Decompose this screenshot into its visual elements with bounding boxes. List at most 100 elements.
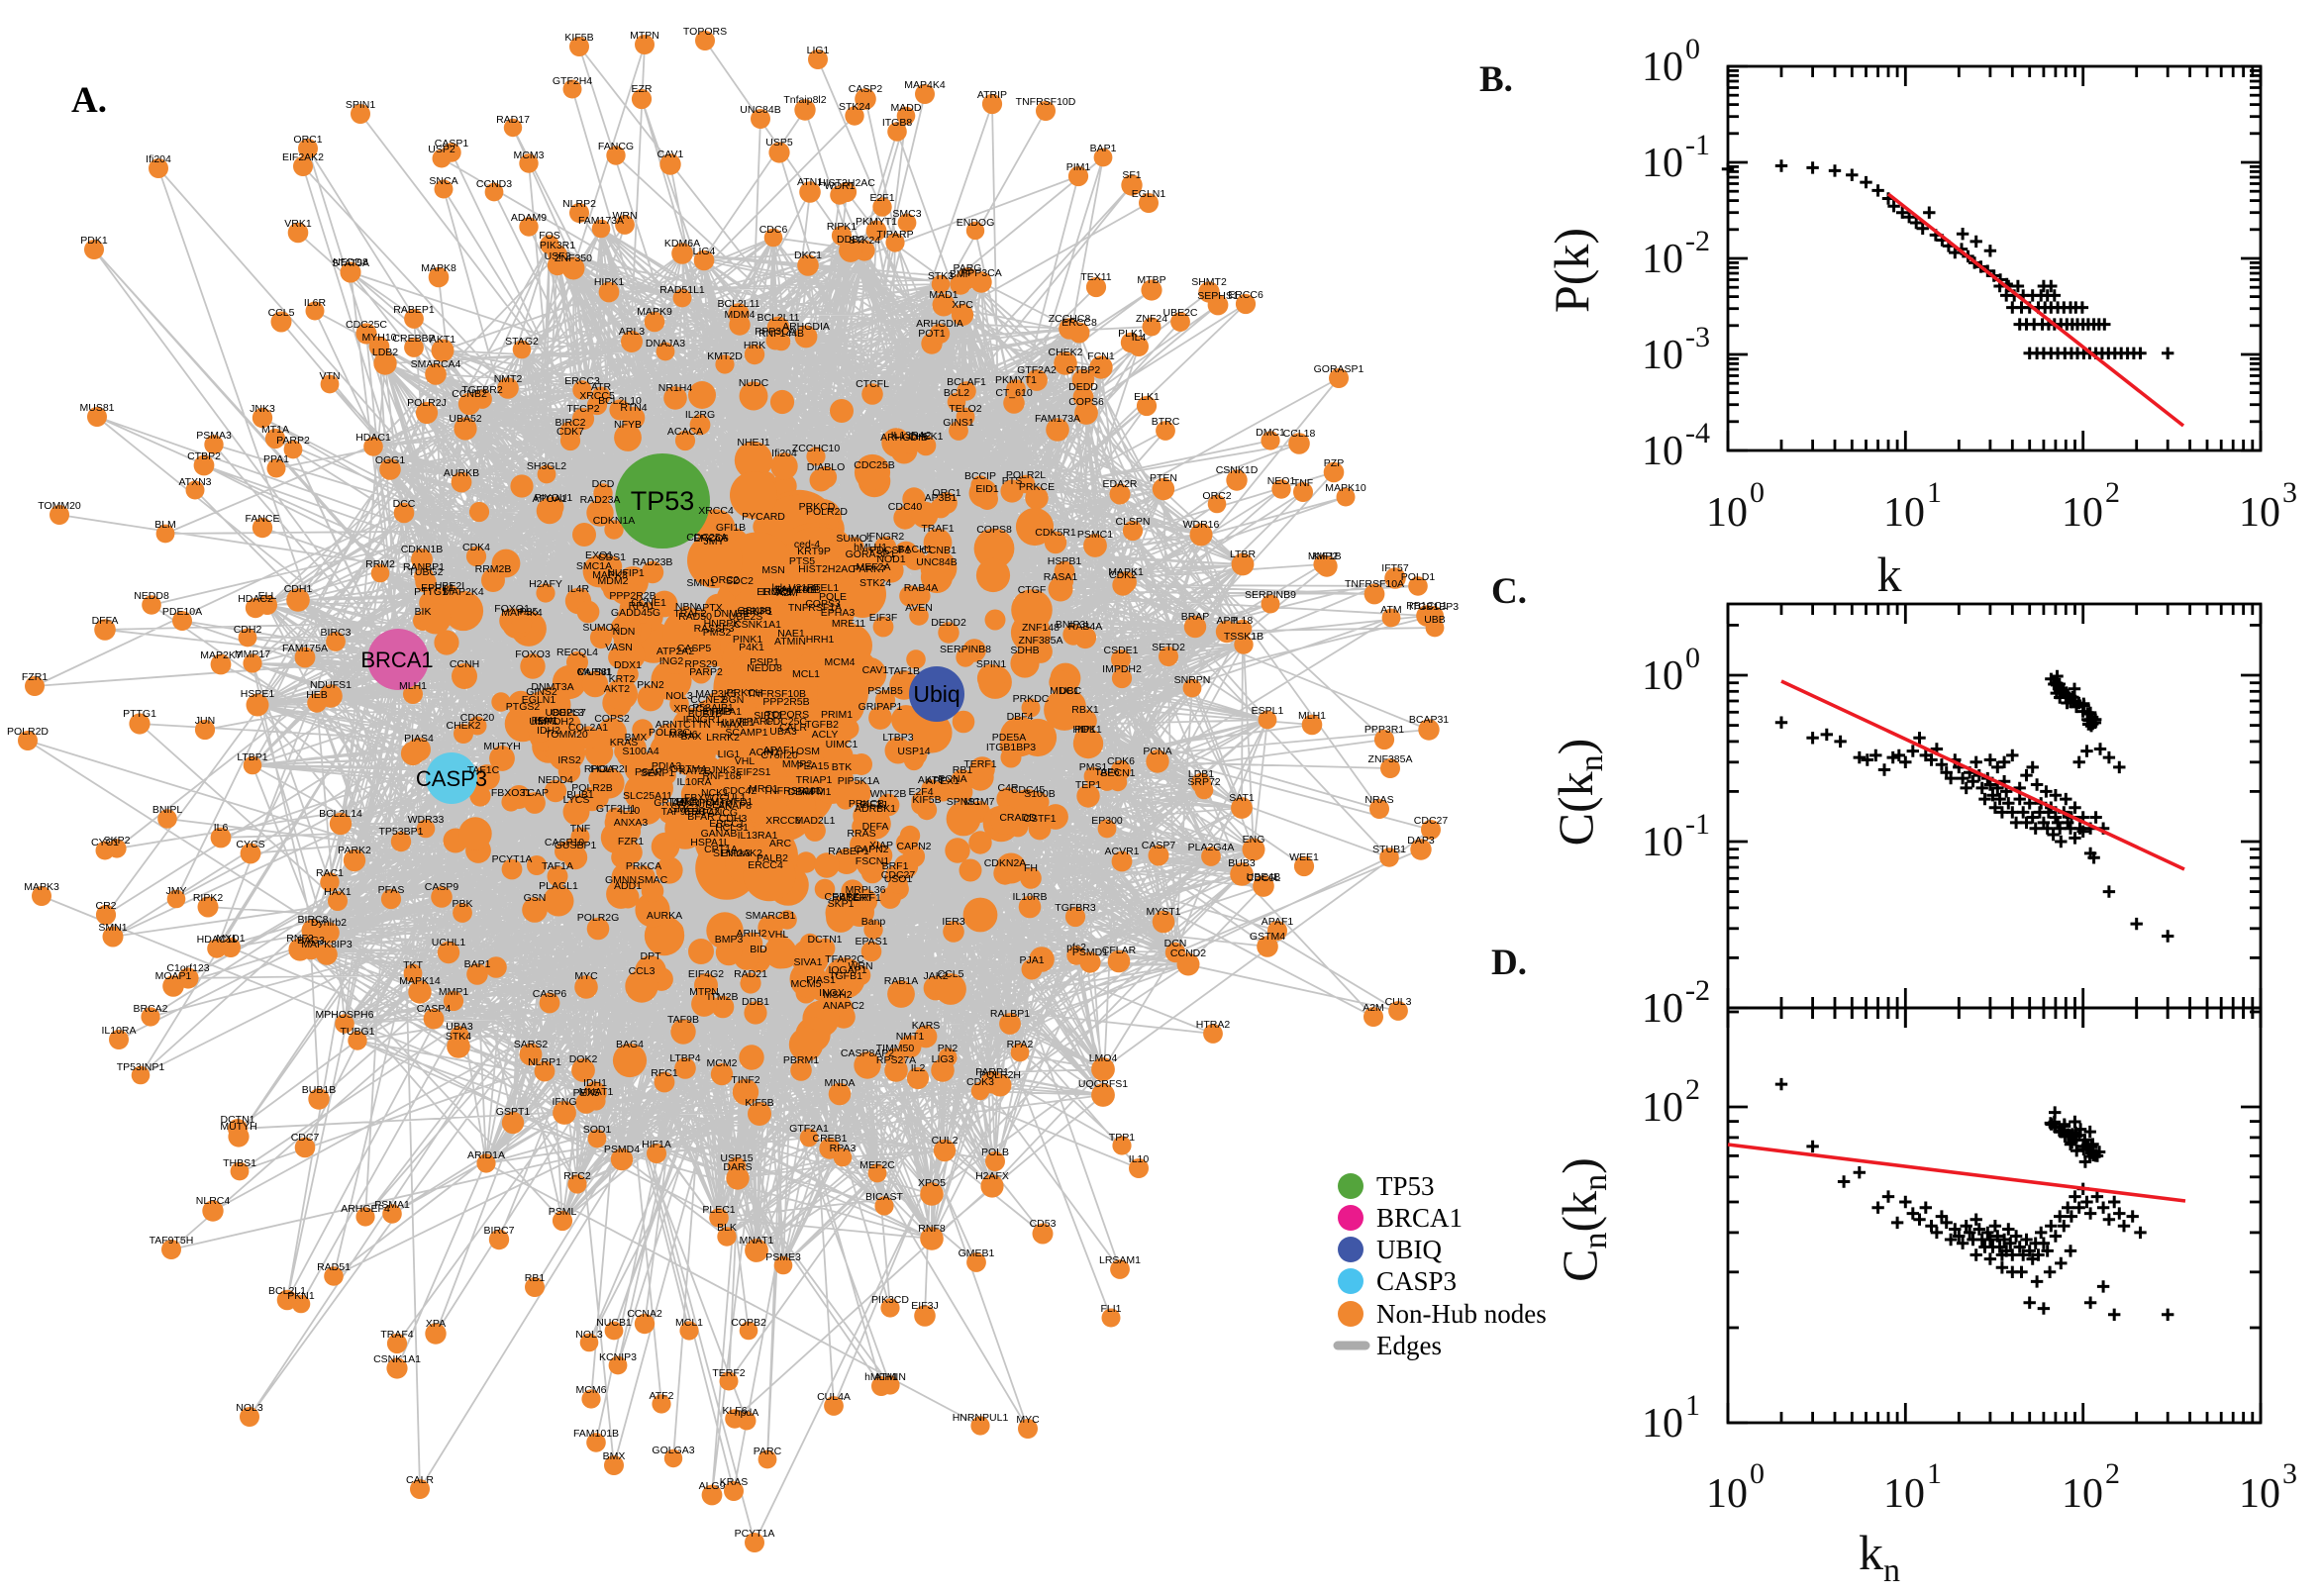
svg-text:PIM1: PIM1 bbox=[1066, 161, 1091, 173]
svg-text:NLRC4: NLRC4 bbox=[196, 1195, 231, 1207]
svg-text:CUL4A: CUL4A bbox=[817, 1391, 851, 1403]
svg-text:CDH1: CDH1 bbox=[284, 583, 313, 595]
svg-text:IL4R: IL4R bbox=[567, 583, 590, 595]
svg-text:TRAF2: TRAF2 bbox=[673, 608, 706, 620]
svg-text:TINF2: TINF2 bbox=[731, 1074, 759, 1086]
svg-text:BCCIP: BCCIP bbox=[964, 470, 996, 482]
svg-text:ARIH2: ARIH2 bbox=[737, 928, 767, 940]
svg-text:TP53: TP53 bbox=[1376, 1171, 1435, 1201]
svg-text:SRP72: SRP72 bbox=[1187, 776, 1220, 788]
svg-text:PTS: PTS bbox=[1002, 475, 1022, 487]
svg-text:HDAC1: HDAC1 bbox=[355, 432, 391, 444]
svg-text:WNT2B: WNT2B bbox=[870, 788, 907, 800]
svg-text:MTHFD1: MTHFD1 bbox=[711, 796, 754, 808]
svg-text:ENG: ENG bbox=[1243, 834, 1265, 846]
svg-text:CDH3: CDH3 bbox=[719, 813, 748, 825]
svg-text:TRAF1: TRAF1 bbox=[921, 523, 954, 535]
svg-text:NFYB: NFYB bbox=[614, 419, 642, 431]
svg-text:A2M: A2M bbox=[776, 587, 798, 599]
svg-text:UBE2S: UBE2S bbox=[729, 611, 762, 623]
svg-text:ATRIP: ATRIP bbox=[977, 89, 1007, 101]
svg-text:PPA1: PPA1 bbox=[716, 706, 742, 718]
svg-text:SPIN1: SPIN1 bbox=[976, 658, 1007, 670]
svg-text:COPS8: COPS8 bbox=[976, 524, 1012, 536]
svg-text:DBF4: DBF4 bbox=[788, 786, 815, 798]
svg-text:DEDD: DEDD bbox=[1068, 381, 1098, 393]
svg-text:TAF9T5H: TAF9T5H bbox=[150, 1235, 194, 1247]
svg-text:CDH2: CDH2 bbox=[234, 624, 262, 636]
svg-text:CASP9: CASP9 bbox=[425, 881, 459, 893]
svg-text:TUBG1: TUBG1 bbox=[340, 1026, 374, 1038]
svg-text:ATP2A2: ATP2A2 bbox=[656, 646, 694, 657]
svg-text:SNRPN: SNRPN bbox=[1174, 674, 1211, 686]
svg-text:APOA1: APOA1 bbox=[532, 493, 566, 505]
svg-text:BUB1B: BUB1B bbox=[688, 708, 722, 720]
svg-text:CDC45: CDC45 bbox=[1011, 784, 1046, 796]
svg-text:DCTN1: DCTN1 bbox=[807, 934, 842, 946]
svg-text:RAD23A: RAD23A bbox=[580, 494, 621, 506]
svg-text:POLR2I: POLR2I bbox=[590, 763, 627, 775]
svg-text:CYCS: CYCS bbox=[236, 839, 264, 850]
svg-text:MCM3: MCM3 bbox=[514, 150, 545, 161]
svg-text:BCL2L1: BCL2L1 bbox=[268, 1285, 306, 1297]
svg-text:BRCA1: BRCA1 bbox=[1376, 1203, 1463, 1233]
svg-text:MADD: MADD bbox=[891, 102, 922, 114]
svg-text:BIRC3: BIRC3 bbox=[321, 627, 352, 639]
svg-text:k: k bbox=[1877, 547, 1902, 602]
svg-text:DNMT1: DNMT1 bbox=[714, 608, 750, 620]
svg-text:MAPK14: MAPK14 bbox=[399, 975, 441, 987]
svg-text:HIPK1: HIPK1 bbox=[594, 276, 625, 288]
svg-text:POLE: POLE bbox=[819, 591, 847, 603]
svg-text:CSNK1A1: CSNK1A1 bbox=[734, 619, 781, 631]
svg-text:ARHGEF4: ARHGEF4 bbox=[341, 1203, 390, 1215]
svg-text:TELO2: TELO2 bbox=[949, 403, 981, 415]
svg-text:NEDD8: NEDD8 bbox=[747, 662, 782, 674]
svg-text:RAD17: RAD17 bbox=[496, 114, 530, 126]
svg-text:STUB1: STUB1 bbox=[1372, 844, 1406, 855]
svg-text:MAD2L1: MAD2L1 bbox=[795, 815, 836, 827]
svg-text:MT1A: MT1A bbox=[261, 424, 289, 436]
svg-text:RIPK1: RIPK1 bbox=[827, 221, 858, 233]
svg-text:RTN4: RTN4 bbox=[620, 402, 647, 414]
svg-text:OGG1: OGG1 bbox=[375, 454, 406, 466]
svg-text:BUB1: BUB1 bbox=[566, 789, 594, 801]
svg-text:UCHL1: UCHL1 bbox=[432, 937, 466, 948]
svg-text:BCL2L11: BCL2L11 bbox=[717, 298, 759, 310]
svg-text:HSPB1: HSPB1 bbox=[1048, 555, 1082, 567]
svg-text:10: 10 bbox=[2239, 1471, 2280, 1517]
svg-text:POLR2G: POLR2G bbox=[577, 912, 620, 924]
svg-text:LTBP4: LTBP4 bbox=[669, 1052, 700, 1064]
svg-text:CCNB1: CCNB1 bbox=[921, 545, 957, 556]
svg-text:TEX11: TEX11 bbox=[1080, 271, 1111, 283]
svg-text:lgk-V21-4: lgk-V21-4 bbox=[772, 582, 817, 594]
svg-text:RB1: RB1 bbox=[525, 1272, 546, 1284]
svg-text:UBE2I: UBE2I bbox=[435, 580, 464, 592]
svg-text:PSIP1: PSIP1 bbox=[750, 656, 779, 668]
svg-text:TOPORS: TOPORS bbox=[765, 709, 809, 721]
svg-text:IMPDH2: IMPDH2 bbox=[1102, 663, 1142, 675]
svg-text:ACLY: ACLY bbox=[812, 729, 839, 741]
svg-text:SCAMP1: SCAMP1 bbox=[725, 727, 767, 739]
svg-text:KDM6A: KDM6A bbox=[664, 238, 700, 249]
svg-text:WRN: WRN bbox=[612, 210, 637, 222]
svg-text:C(kn): C(kn) bbox=[1548, 739, 1610, 847]
svg-text:EDA2R: EDA2R bbox=[1102, 478, 1137, 490]
svg-text:MCM2: MCM2 bbox=[707, 1057, 738, 1069]
svg-text:SOD1: SOD1 bbox=[583, 1124, 612, 1136]
svg-text:TUBG2: TUBG2 bbox=[408, 566, 443, 578]
svg-text:IL4: IL4 bbox=[1132, 332, 1147, 344]
svg-text:KIF5B: KIF5B bbox=[564, 32, 593, 44]
svg-text:EIF4G2: EIF4G2 bbox=[688, 968, 724, 980]
svg-text:ZCCHC10: ZCCHC10 bbox=[792, 443, 841, 454]
svg-text:RHOA: RHOA bbox=[584, 763, 614, 775]
svg-text:BCLAF1: BCLAF1 bbox=[947, 376, 986, 388]
svg-text:ZCCHC8: ZCCHC8 bbox=[1049, 313, 1091, 325]
svg-text:MAP2K4: MAP2K4 bbox=[443, 586, 484, 598]
svg-text:XRCC6: XRCC6 bbox=[765, 815, 801, 827]
svg-text:PPA1: PPA1 bbox=[263, 453, 289, 465]
svg-text:EIF3J: EIF3J bbox=[859, 799, 886, 811]
svg-text:LDB1: LDB1 bbox=[1188, 768, 1214, 780]
svg-text:UBE4B: UBE4B bbox=[1247, 871, 1280, 883]
svg-text:10: 10 bbox=[2062, 1471, 2103, 1517]
svg-text:10: 10 bbox=[1642, 1085, 1683, 1131]
